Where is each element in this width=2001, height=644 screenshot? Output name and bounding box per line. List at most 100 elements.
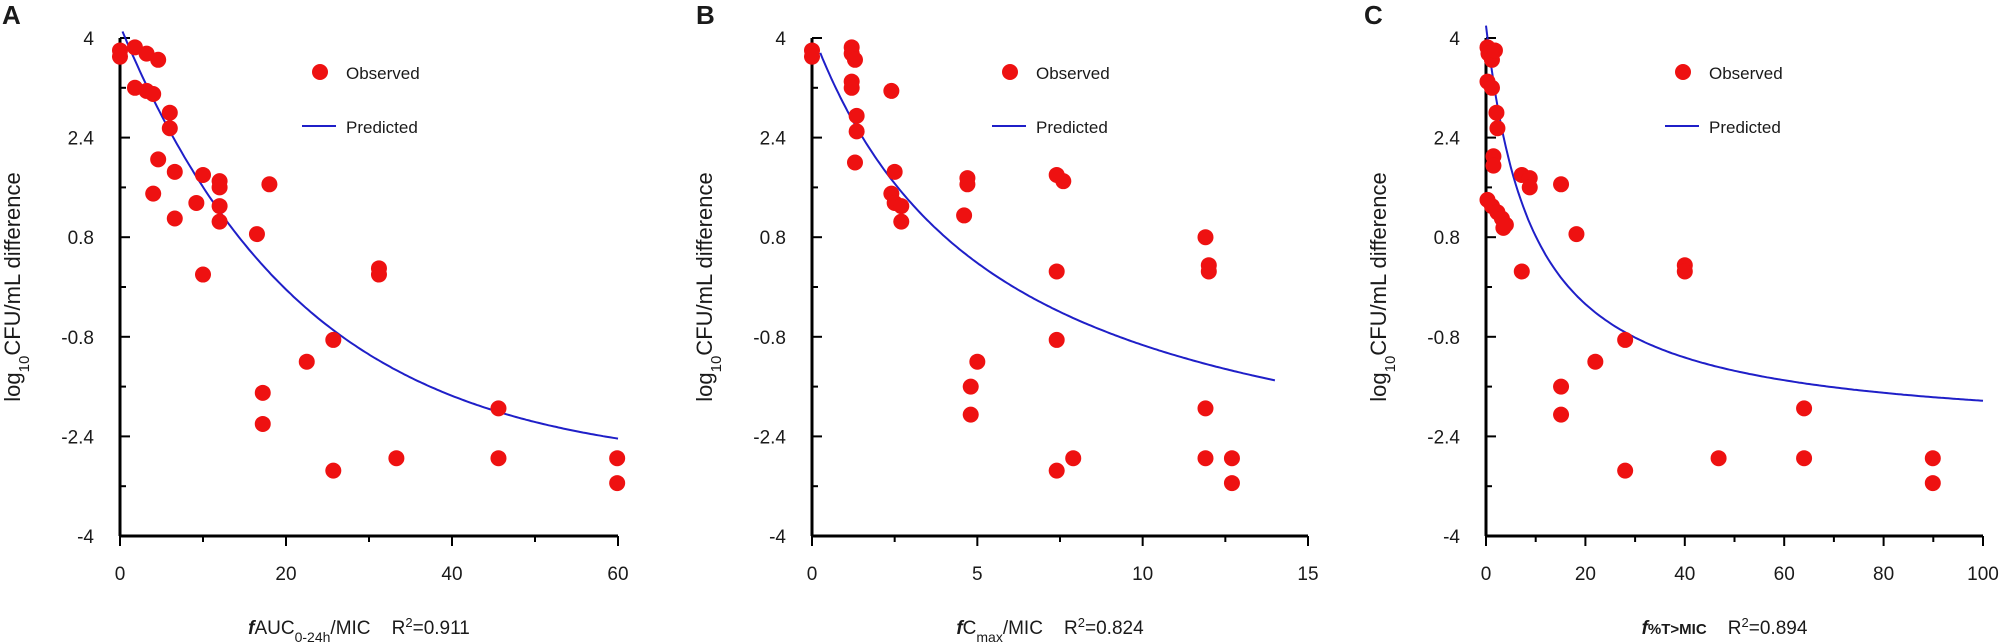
observed-point [145, 185, 162, 202]
y-tick-label: 0.8 [1434, 228, 1460, 249]
predicted-curve [1485, 25, 1984, 402]
observed-point [1521, 179, 1538, 196]
y-tick-label: -0.8 [753, 328, 786, 349]
observed-point [112, 48, 128, 65]
observed-point [261, 176, 278, 193]
observed-point [846, 51, 863, 68]
x-tick-label: 5 [972, 564, 983, 585]
observed-point [298, 353, 315, 370]
observed-point [388, 450, 405, 467]
observed-point [1223, 450, 1240, 467]
observed-point [1617, 462, 1634, 479]
observed-point [1200, 263, 1217, 280]
observed-point [893, 198, 910, 215]
observed-point [1048, 331, 1065, 348]
x-tick-label: 40 [1674, 564, 1695, 585]
observed-point [211, 198, 228, 215]
observed-point [325, 462, 342, 479]
observed-point [211, 213, 228, 230]
observed-point [1489, 120, 1506, 137]
observed-point [248, 226, 265, 243]
y-axis-label: log10CFU/mL difference [1366, 172, 1399, 401]
observed-point [1197, 450, 1214, 467]
x-tick-label: 60 [607, 564, 628, 585]
y-tick-label: 2.4 [760, 129, 787, 150]
observed-point [883, 82, 900, 99]
observed-point [188, 194, 205, 211]
observed-point [1488, 104, 1505, 121]
y-tick-label: 2.4 [68, 129, 95, 150]
legend-observed-marker [1675, 64, 1691, 80]
observed-point [1676, 263, 1693, 280]
x-tick-label: 0 [807, 564, 818, 585]
observed-point [490, 450, 507, 467]
predicted-curve [121, 31, 619, 440]
panel-a: A 4 2.4 0.8 -0.8 -2.4 -4 0 20 40 60 log10CFU/mL dif… [0, 0, 629, 644]
observed-point [843, 79, 860, 96]
observed-point [1486, 42, 1503, 59]
observed-point [1048, 462, 1065, 479]
observed-point [848, 123, 865, 140]
observed-point [1924, 450, 1941, 467]
x-tick-label: 100 [1967, 564, 1999, 585]
panel-c: C 4 2.4 0.8 -0.8 -2.4 -4 0 20 40 60 80 100 log10CFU/m… [1364, 0, 1999, 639]
x-axis-label: f%T>MIC R2=0.894 [1642, 615, 1808, 640]
observed-point [1197, 400, 1214, 417]
y-tick-label: 0.8 [760, 228, 786, 249]
x-tick-label: 40 [441, 564, 462, 585]
legend-predicted-label: Predicted [1036, 118, 1108, 137]
observed-point [166, 210, 183, 227]
observed-point [150, 51, 167, 68]
observed-point [1497, 216, 1514, 233]
x-tick-label: 0 [1481, 564, 1492, 585]
legend-observed-label: Observed [1709, 64, 1783, 83]
y-tick-label: -0.8 [61, 328, 94, 349]
y-tick-label: 4 [1449, 29, 1460, 50]
y-tick-label: 2.4 [1434, 129, 1461, 150]
observed-point [609, 475, 626, 492]
observed-point [893, 213, 910, 230]
x-tick-label: 60 [1774, 564, 1795, 585]
observed-point [1553, 176, 1570, 193]
observed-point [1065, 450, 1082, 467]
observed-point [1485, 157, 1502, 174]
legend-observed-marker [1002, 64, 1018, 80]
observed-point [254, 415, 271, 432]
x-tick-label: 15 [1297, 564, 1318, 585]
y-tick-label: 4 [775, 29, 786, 50]
observed-point [370, 266, 387, 283]
y-tick-label: -2.4 [1427, 427, 1460, 448]
legend-observed-label: Observed [1036, 64, 1110, 83]
panel-b: B 4 2.4 0.8 -0.8 -2.4 -4 0 5 10 15 log10CFU/mL diff… [692, 0, 1319, 644]
observed-point [1924, 475, 1941, 492]
observed-point [848, 107, 865, 124]
observed-point [1710, 450, 1727, 467]
observed-point [846, 154, 863, 171]
y-tick-label: 4 [83, 29, 94, 50]
observed-point [1617, 331, 1634, 348]
observed-point [804, 48, 820, 65]
observed-point [1796, 450, 1813, 467]
observed-point [956, 207, 973, 224]
y-tick-label: -2.4 [753, 427, 786, 448]
y-tick-label: -4 [769, 527, 786, 548]
observed-point [969, 353, 986, 370]
observed-point [959, 176, 976, 193]
observed-point [1197, 229, 1214, 246]
observed-point [166, 163, 183, 180]
legend-predicted-label: Predicted [1709, 118, 1781, 137]
y-tick-label: -4 [1443, 527, 1460, 548]
observed-point [1048, 263, 1065, 280]
observed-point [195, 266, 211, 283]
x-axis-label: fCmax/MIC R2=0.824 [956, 615, 1144, 644]
observed-point [490, 400, 507, 417]
observed-point [886, 163, 903, 180]
x-tick-label: 80 [1873, 564, 1894, 585]
predicted-curve [819, 52, 1276, 382]
panel-letter: A [2, 0, 21, 30]
observed-point [1796, 400, 1813, 417]
observed-point [161, 104, 178, 121]
y-tick-label: -0.8 [1427, 328, 1460, 349]
observed-point [1513, 263, 1530, 280]
